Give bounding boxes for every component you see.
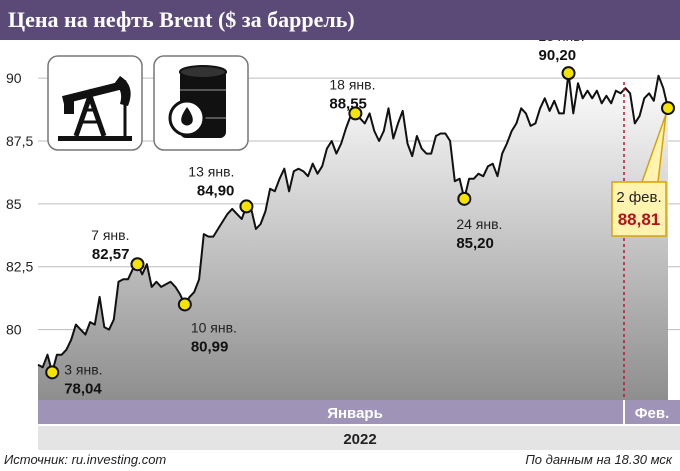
annotation-date: 3 янв. [64,361,102,377]
annotation-value: 84,90 [197,182,235,199]
chart-title: Цена на нефть Brent ($ за баррель) [8,7,355,32]
oil-pump-icon [47,55,143,151]
annotation-date: 7 янв. [91,227,129,243]
annotation-date: 2 фев. [616,189,661,206]
annotation-marker [561,66,576,81]
annotation-marker [130,257,145,272]
annotation-date: 24 янв. [456,216,502,232]
year-label: 2022 [343,431,376,448]
annotation-value: 80,99 [191,338,229,355]
annotation-date: 10 янв. [191,319,237,335]
annotation-value: 90,20 [539,47,577,64]
year-band [38,426,680,450]
y-tick-label: 87,5 [6,133,33,149]
series-area [38,73,668,400]
time-note: По данным на 18.30 мск [525,452,672,467]
annotation-value: 82,57 [92,246,130,263]
month-band [38,400,680,424]
highlight-callout-box [611,181,667,237]
annotation-date: 13 янв. [188,163,234,179]
y-tick-label: 90 [6,70,22,86]
y-tick-label: 85 [6,196,22,212]
month-label-january: Январь [327,405,383,422]
annotation-value: 78,04 [64,380,102,397]
y-tick-label: 82,5 [6,259,33,275]
brent-price-chart: Январь Фев. 2022 80 82,5 85 87,5 90 3 янв. 78… [6,40,680,450]
annotation-date: 28 янв. [539,40,585,44]
annotation-marker [457,191,472,206]
annotation-value: 85,20 [456,235,494,252]
month-label-february: Фев. [635,405,670,422]
annotation-marker [177,297,192,312]
title-bar: Цена на нефть Brent ($ за баррель) [0,0,680,40]
annotation-date: 18 янв. [329,76,375,92]
annotation-marker [348,106,363,121]
oil-barrel-icon [153,55,249,151]
annotation-marker [239,199,254,214]
y-tick-label: 80 [6,322,22,338]
annotation-value: 88,81 [618,210,661,229]
annotation-marker [45,365,60,380]
annotation-marker [661,101,675,116]
source-note: Источник: ru.investing.com [4,452,167,467]
